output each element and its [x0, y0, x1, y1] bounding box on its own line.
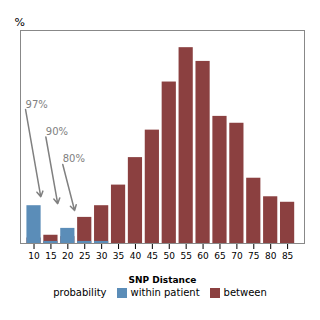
svg-text:90%: 90%	[46, 126, 68, 137]
svg-text:55: 55	[180, 251, 191, 261]
svg-text:65: 65	[214, 251, 225, 261]
html-text:between: between	[223, 287, 267, 298]
svg-text:60: 60	[197, 251, 209, 261]
svg-text:15: 15	[45, 251, 56, 261]
svg-text:45: 45	[147, 251, 158, 261]
svg-text:50: 50	[164, 251, 176, 261]
svg-text:40: 40	[130, 251, 142, 261]
html-text:probability: probability	[53, 287, 107, 298]
svg-text:20: 20	[62, 251, 74, 261]
html-text:within patient: within patient	[130, 287, 200, 298]
svg-text:97%: 97%	[26, 99, 48, 110]
svg-text:25: 25	[79, 251, 90, 261]
svg-text:80%: 80%	[63, 153, 85, 164]
svg-text:%: %	[15, 16, 25, 29]
svg-text:SNP Distance: SNP Distance	[129, 275, 197, 285]
svg-text:85: 85	[282, 251, 293, 261]
svg-text:30: 30	[96, 251, 108, 261]
svg-text:80: 80	[265, 251, 277, 261]
svg-text:10: 10	[28, 251, 40, 261]
svg-text:70: 70	[231, 251, 243, 261]
svg-text:75: 75	[248, 251, 259, 261]
svg-text:35: 35	[113, 251, 124, 261]
